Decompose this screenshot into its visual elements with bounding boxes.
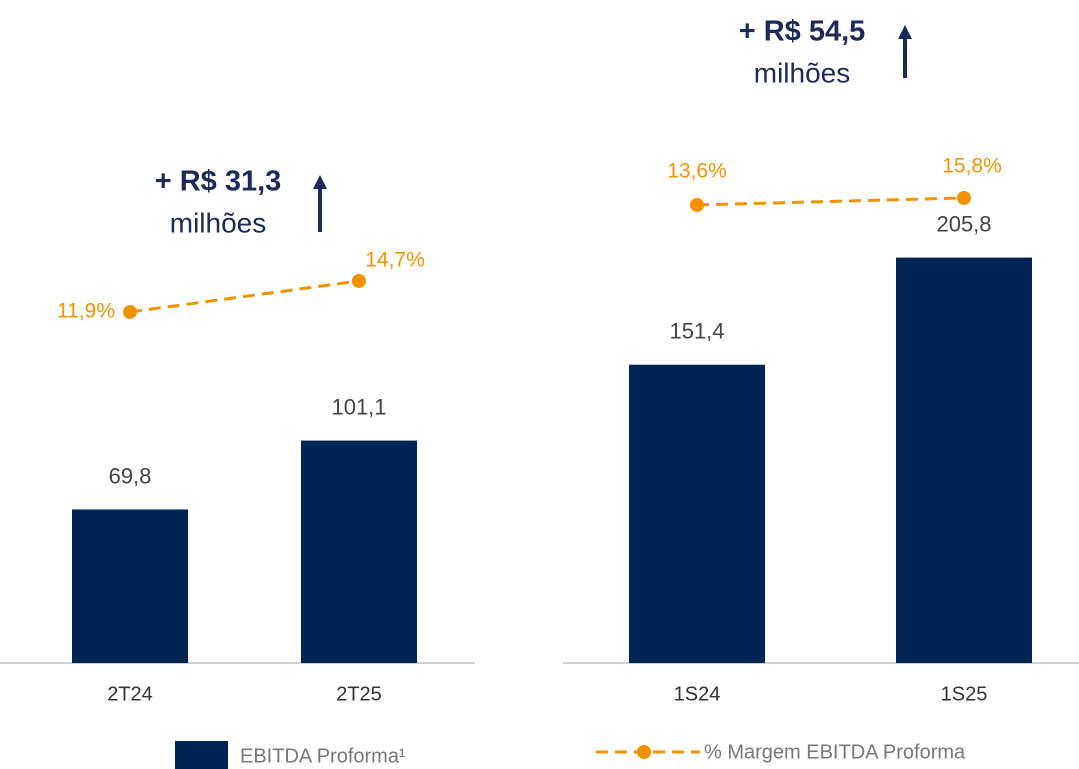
margin-line [129,279,360,314]
x-tick-label: 2T24 [107,683,153,705]
margin-line [696,196,965,207]
x-tick-label: 1S25 [941,683,988,705]
arrow-head [898,25,912,39]
x-tick-label: 1S24 [674,683,721,705]
bar [896,257,1032,663]
legend-label: % Margem EBITDA Proforma [704,741,966,763]
annotation-unit: milhões [754,57,850,88]
arrow-head [313,175,327,189]
annotation-unit: milhões [170,207,266,238]
margin-value-label: 15,8% [942,155,1002,178]
bar [301,440,417,663]
margin-dot [690,197,704,212]
legend-swatch-dot [637,745,651,759]
x-tick-label: 2T25 [336,683,382,705]
legend-swatch-bar [175,741,228,769]
margin-dot [352,273,366,288]
bar-value-label: 205,8 [936,211,991,236]
margin-dot [123,304,137,319]
bar-value-label: 101,1 [331,394,386,419]
margin-dot [957,190,971,205]
bar [72,509,188,663]
bar [629,364,765,663]
margin-value-label: 13,6% [667,159,727,182]
legend-label: EBITDA Proforma¹ [240,745,406,767]
annotation-value: + R$ 54,5 [739,16,866,48]
bar-value-label: 69,8 [109,463,152,488]
bar-value-label: 151,4 [669,319,724,344]
annotation-value: + R$ 31,3 [155,166,282,198]
margin-value-label: 11,9% [57,300,115,323]
margin-value-label: 14,7% [365,249,425,272]
